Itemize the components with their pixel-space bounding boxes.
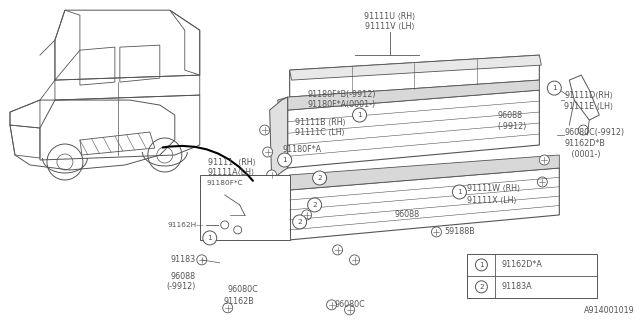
- Text: A914001019: A914001019: [584, 306, 634, 315]
- Text: 91111C ⟨LH⟩: 91111C ⟨LH⟩: [294, 128, 344, 137]
- Circle shape: [353, 108, 367, 122]
- Circle shape: [476, 281, 488, 293]
- Text: 91162H—: 91162H—: [167, 222, 204, 228]
- Circle shape: [540, 155, 549, 165]
- Text: 96080C: 96080C: [335, 300, 365, 309]
- Circle shape: [349, 255, 360, 265]
- Text: 2: 2: [479, 284, 484, 290]
- Circle shape: [221, 221, 228, 229]
- Text: 91111A⟨LH⟩: 91111A⟨LH⟩: [208, 168, 255, 177]
- Circle shape: [262, 147, 273, 157]
- Polygon shape: [269, 97, 287, 180]
- Text: 1: 1: [282, 157, 287, 163]
- Text: 1: 1: [479, 262, 484, 268]
- Circle shape: [260, 125, 269, 135]
- Text: 2: 2: [297, 219, 302, 225]
- Text: 91183: 91183: [171, 255, 196, 264]
- Text: 1: 1: [552, 85, 557, 91]
- Text: 91111V ⟨LH⟩: 91111V ⟨LH⟩: [365, 22, 414, 31]
- Text: 96080C(-9912): 96080C(-9912): [564, 128, 625, 137]
- Text: 1: 1: [457, 189, 462, 195]
- Text: 2: 2: [317, 175, 322, 181]
- Circle shape: [312, 171, 326, 185]
- Text: 1: 1: [207, 235, 212, 241]
- Circle shape: [333, 245, 342, 255]
- Text: 91111  ⟨RH⟩: 91111 ⟨RH⟩: [208, 158, 255, 167]
- Circle shape: [308, 198, 322, 212]
- Circle shape: [547, 81, 561, 95]
- Text: 91162D*B: 91162D*B: [564, 139, 605, 148]
- Text: 91180F*A: 91180F*A: [283, 145, 322, 154]
- Polygon shape: [290, 55, 541, 80]
- Circle shape: [301, 210, 312, 220]
- Polygon shape: [287, 80, 540, 110]
- Text: 91180F*A(0001-): 91180F*A(0001-): [308, 100, 376, 109]
- Text: 91111B ⟨RH⟩: 91111B ⟨RH⟩: [294, 118, 346, 127]
- Circle shape: [278, 153, 292, 167]
- Text: 91111U ⟨RH⟩: 91111U ⟨RH⟩: [364, 12, 415, 21]
- Text: 91111W ⟨RH⟩: 91111W ⟨RH⟩: [467, 183, 520, 192]
- Circle shape: [326, 300, 337, 310]
- Text: 96088: 96088: [497, 110, 522, 120]
- Circle shape: [431, 227, 442, 237]
- Circle shape: [234, 226, 242, 234]
- Polygon shape: [278, 97, 287, 115]
- Polygon shape: [290, 155, 559, 190]
- Circle shape: [196, 255, 207, 265]
- Text: 91180F*B(-9912): 91180F*B(-9912): [308, 90, 376, 99]
- Text: (-9912): (-9912): [166, 282, 196, 291]
- Circle shape: [538, 177, 547, 187]
- Text: (-9912): (-9912): [497, 122, 527, 131]
- Text: 2: 2: [312, 202, 317, 208]
- Circle shape: [203, 231, 217, 245]
- Circle shape: [223, 303, 233, 313]
- Text: 1: 1: [357, 112, 362, 118]
- Text: 59188B: 59188B: [444, 228, 476, 236]
- Bar: [200, 175, 290, 240]
- Text: 91162B: 91162B: [224, 297, 255, 306]
- Bar: [467, 254, 597, 298]
- Circle shape: [267, 170, 276, 180]
- Circle shape: [452, 185, 467, 199]
- Text: 96088: 96088: [394, 211, 420, 220]
- Text: 91111E ⟨LH⟩: 91111E ⟨LH⟩: [564, 101, 614, 111]
- Circle shape: [292, 215, 307, 229]
- Text: 91180F*C: 91180F*C: [207, 180, 243, 186]
- Text: 91183A: 91183A: [501, 282, 532, 291]
- Polygon shape: [280, 175, 290, 195]
- Text: (0001-): (0001-): [564, 149, 601, 158]
- Text: 91111D⟨RH⟩: 91111D⟨RH⟩: [564, 91, 613, 100]
- Text: 96080C: 96080C: [228, 285, 259, 294]
- Text: 91111X ⟨LH⟩: 91111X ⟨LH⟩: [467, 196, 517, 204]
- Circle shape: [476, 259, 488, 271]
- Circle shape: [344, 305, 355, 315]
- Text: 91162D*A: 91162D*A: [501, 260, 542, 269]
- Text: 96088: 96088: [171, 272, 196, 281]
